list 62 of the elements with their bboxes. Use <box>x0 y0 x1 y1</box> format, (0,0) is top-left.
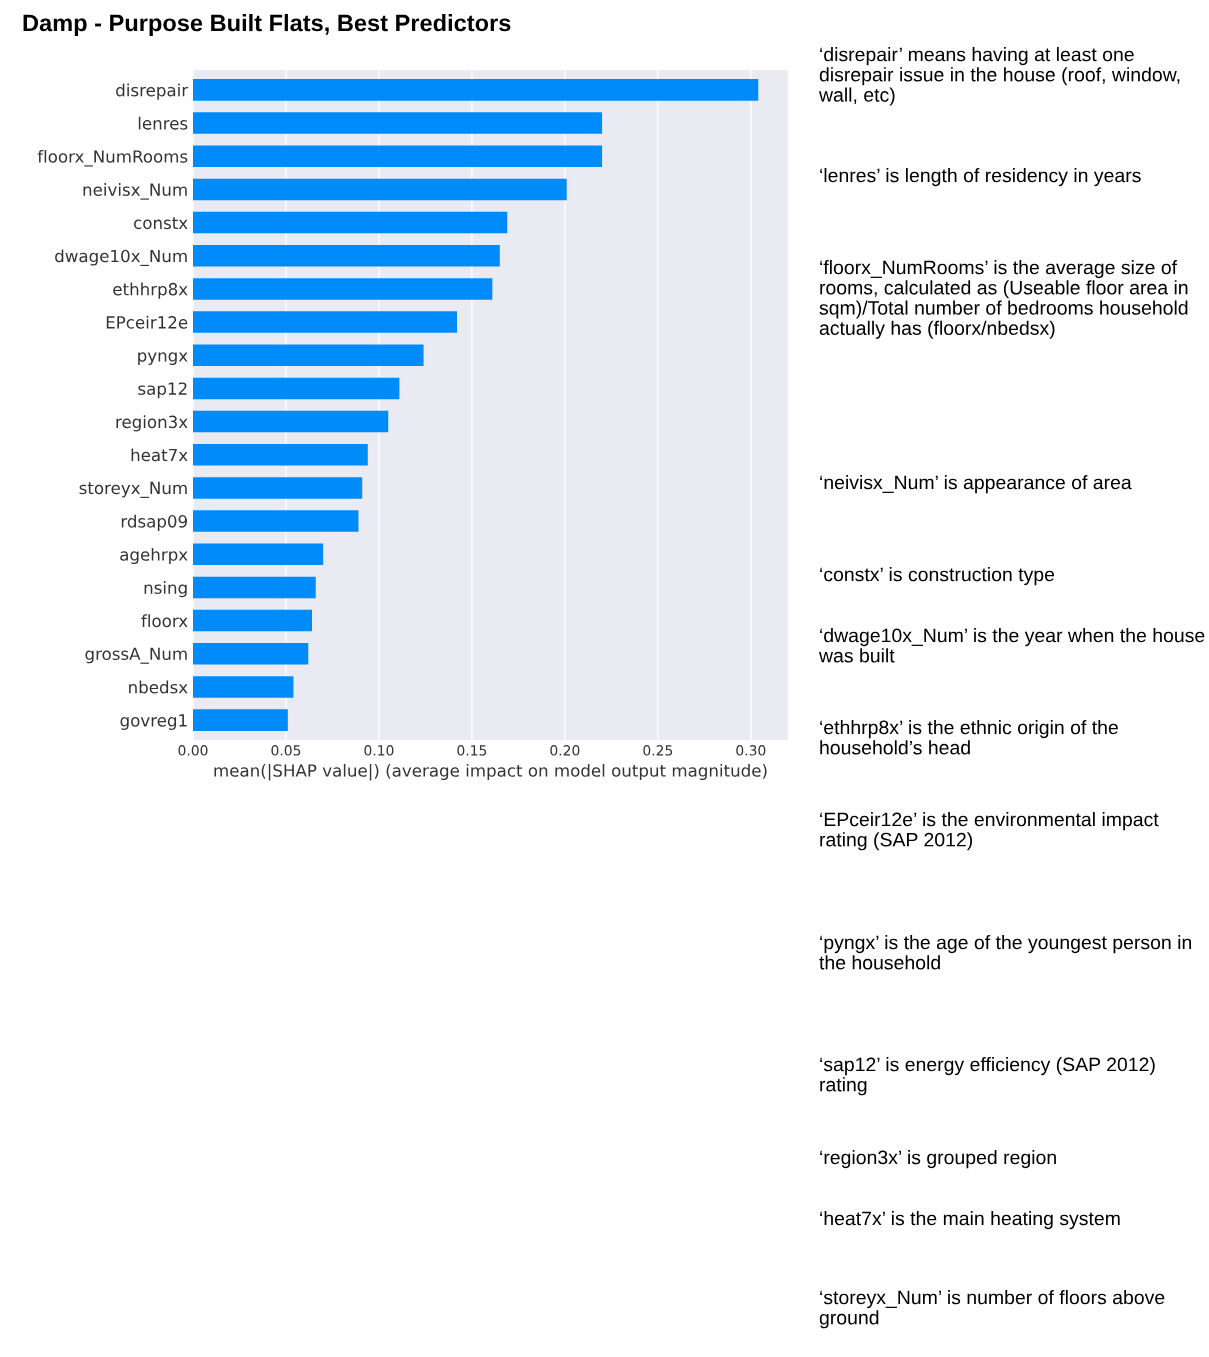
y-tick-label: sap12 <box>138 382 187 399</box>
bar <box>193 344 424 367</box>
x-tick-label: 0.30 <box>736 745 766 756</box>
bar <box>193 377 400 400</box>
y-tick-label: pyngx <box>138 352 188 366</box>
bar <box>193 79 759 101</box>
bar <box>193 244 500 267</box>
text: ‘heat7x’ is the main heating system <box>820 1211 1120 1230</box>
y-tick-label: lenres <box>138 116 188 130</box>
bar <box>193 642 309 665</box>
text: ‘ethhrp8x’ is the ethnic origin of the household’s head <box>820 720 1118 755</box>
text: ‘neivisx_Num’ is appearance of area <box>820 475 1132 494</box>
y-tick-label: dwage10x_Num <box>55 249 187 266</box>
text: ‘storeyx_Num’ is number of floors above ground <box>819 1290 1165 1329</box>
x-axis-title: mean(|SHAP value|) (average impact on model output magnitude) <box>214 763 767 781</box>
text: ‘lenres’ is length of residency in years <box>820 168 1141 187</box>
y-tick-label: region3x <box>116 415 188 432</box>
bar <box>193 510 359 532</box>
y-tick-label: rdsap09 <box>121 514 187 531</box>
y-tick-label: heat7x <box>131 448 188 462</box>
bar <box>193 145 603 168</box>
text: ‘region3x’ is grouped region <box>820 1150 1056 1169</box>
x-tick-label: 0.25 <box>643 745 673 756</box>
text: ‘dwage10x_Num’ is the year when the house was built <box>818 628 1205 663</box>
x-tick-label: 0.05 <box>271 745 301 756</box>
text: ‘floorx_NumRooms’ is the average size of rooms, calculated as (Useable floor area in sqm)/Total number of bedrooms household actually has (floorx/nbedsx) <box>819 260 1188 339</box>
bar <box>193 576 316 599</box>
bar <box>193 443 368 466</box>
text: ‘constx’ is construction type <box>820 567 1055 586</box>
y-tick-label: neivisx_Num <box>83 183 187 200</box>
y-tick-label: EPceir12e <box>106 315 188 329</box>
x-tick-label: 0.00 <box>178 745 208 756</box>
y-tick-label: floorx_NumRooms <box>37 149 188 167</box>
y-tick-label: constx <box>134 217 188 230</box>
y-tick-label: nsing <box>144 581 187 598</box>
bar <box>193 410 389 433</box>
bar <box>193 278 493 300</box>
text: ‘pyngx’ is the age of the youngest person in the household <box>819 935 1192 970</box>
bar <box>193 211 508 234</box>
y-tick-label: grossA_Num <box>85 647 187 664</box>
bar <box>193 709 288 731</box>
text: ‘EPceir12e’ is the environmental impact rating (SAP 2012) <box>820 812 1159 851</box>
bar <box>193 477 363 499</box>
chart-title: Damp - Purpose Built Flats, Best Predictors <box>23 14 511 36</box>
x-tick-label: 0.15 <box>457 745 487 756</box>
bar <box>193 609 312 632</box>
x-tick-label: 0.10 <box>364 745 394 756</box>
x-tick-label: 0.20 <box>550 745 580 756</box>
bar <box>193 543 324 566</box>
y-tick-label: govreg1 <box>120 714 187 730</box>
bar <box>193 112 603 134</box>
y-tick-label: ethhrp8x <box>113 282 188 299</box>
bar <box>193 676 294 698</box>
y-tick-label: agehrpx <box>120 547 188 565</box>
y-tick-label: disrepair <box>116 83 189 100</box>
y-tick-label: floorx <box>141 614 188 628</box>
bar <box>193 178 567 201</box>
bar <box>193 311 458 333</box>
y-tick-label: nbedsx <box>129 680 188 694</box>
text: ‘disrepair’ means having at least one disrepair issue in the house (roof, window, wall, etc) <box>818 47 1180 106</box>
y-tick-label: storeyx_Num <box>79 481 187 498</box>
text: ‘sap12’ is energy efficiency (SAP 2012) rating <box>820 1057 1155 1096</box>
